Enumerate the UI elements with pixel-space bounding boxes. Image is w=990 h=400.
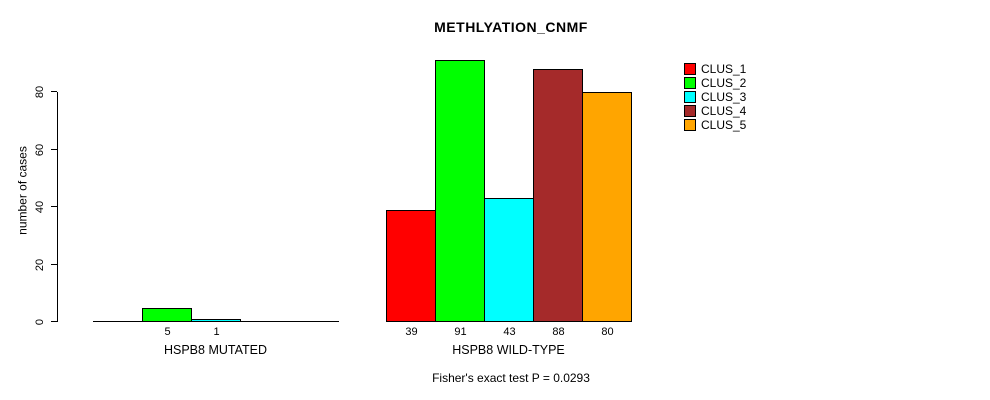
bar-CLUS_4 (533, 69, 583, 322)
chart-title: METHLYATION_CNMF (434, 19, 588, 35)
legend-label: CLUS_2 (701, 76, 747, 90)
group-label: HSPB8 WILD-TYPE (452, 343, 565, 357)
bar-CLUS_2 (142, 308, 192, 322)
y-tick-label: 0 (34, 318, 46, 326)
fisher-test-annotation: Fisher's exact test P = 0.0293 (432, 371, 590, 385)
y-tick-mark (51, 91, 57, 92)
legend-label: CLUS_5 (701, 118, 747, 132)
legend-swatch-icon (684, 63, 696, 75)
bar-value-label: 39 (405, 326, 418, 338)
group-label: HSPB8 MUTATED (163, 343, 268, 357)
y-tick-label: 60 (34, 143, 46, 157)
y-tick-mark (51, 264, 57, 265)
bar-value-label: 80 (601, 326, 614, 338)
bar-CLUS_1 (386, 210, 436, 322)
legend-label: CLUS_1 (701, 62, 747, 76)
legend-label: CLUS_3 (701, 90, 747, 104)
y-tick-mark (51, 321, 57, 322)
bar-CLUS_3 (484, 198, 534, 322)
bar-value-label: 88 (552, 326, 565, 338)
legend-item-clus_3: CLUS_3 (684, 91, 746, 103)
bar-CLUS_2 (435, 60, 485, 322)
legend-label: CLUS_4 (701, 104, 747, 118)
legend: CLUS_1 CLUS_2 CLUS_3 CLUS_4 CLUS_5 (684, 63, 746, 133)
legend-swatch-icon (684, 105, 696, 117)
legend-item-clus_4: CLUS_4 (684, 105, 746, 117)
bar-value-label: 91 (454, 326, 467, 338)
bar-value-label: 1 (213, 326, 220, 338)
bar-value-label: 5 (164, 326, 171, 338)
y-axis-line (57, 92, 58, 322)
legend-item-clus_2: CLUS_2 (684, 77, 746, 89)
bar-CLUS_5 (582, 92, 632, 322)
y-tick-label: 40 (34, 200, 46, 214)
y-tick-label: 20 (34, 258, 46, 272)
bar-CLUS_3 (191, 319, 241, 322)
legend-swatch-icon (684, 77, 696, 89)
legend-item-clus_1: CLUS_1 (684, 63, 746, 75)
legend-item-clus_5: CLUS_5 (684, 119, 746, 131)
y-axis-label: number of cases (15, 146, 30, 235)
legend-swatch-icon (684, 91, 696, 103)
y-tick-mark (51, 149, 57, 150)
bar-value-label: 43 (503, 326, 516, 338)
y-tick-label: 80 (34, 85, 46, 99)
legend-swatch-icon (684, 119, 696, 131)
y-tick-mark (51, 206, 57, 207)
